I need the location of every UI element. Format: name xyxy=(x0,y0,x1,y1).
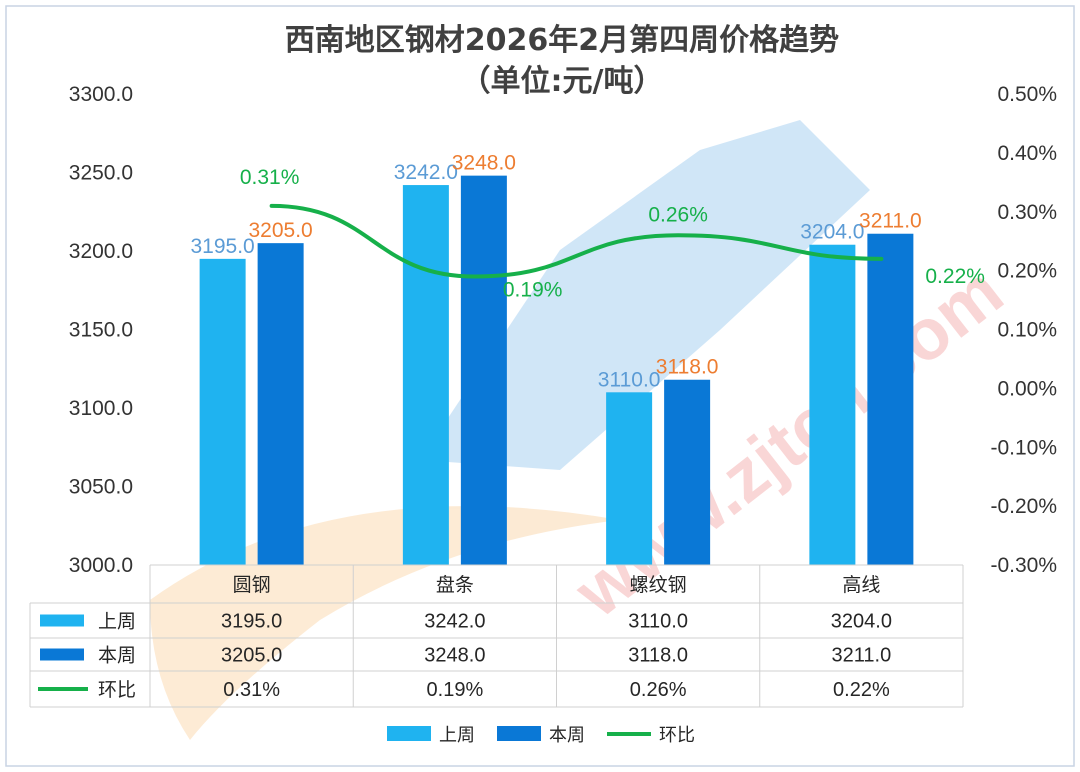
table-series-name: 上周 xyxy=(98,611,136,633)
legend-swatch xyxy=(387,726,431,741)
y-left-tick-label: 3000.0 xyxy=(69,554,133,577)
line-point-label: 0.31% xyxy=(240,166,300,189)
bar-label-prev-week: 3110.0 xyxy=(598,368,661,391)
y-axis-right: -0.30% -0.20% -0.10% 0.00% 0.10% 0.20% 0.30% 0.… xyxy=(990,83,1057,577)
table-cell: 3110.0 xyxy=(628,611,688,633)
table-category-label: 高线 xyxy=(842,574,880,596)
y-right-tick-label: -0.10% xyxy=(990,436,1057,459)
table-cell: 3204.0 xyxy=(831,611,892,633)
y-right-tick-label: 0.00% xyxy=(997,377,1057,400)
y-left-tick-label: 3300.0 xyxy=(69,83,133,106)
bar-label-prev-week: 3204.0 xyxy=(800,221,864,244)
bar-label-this-week: 3205.0 xyxy=(249,219,313,242)
y-right-tick-label: -0.20% xyxy=(990,495,1057,518)
line-point-label: 0.22% xyxy=(925,265,985,288)
y-right-tick-label: -0.30% xyxy=(990,554,1057,577)
line-ratio xyxy=(269,203,884,279)
bar-prev-week xyxy=(402,185,449,565)
legend-label: 本周 xyxy=(549,725,585,746)
table-category-label: 螺纹钢 xyxy=(630,574,687,596)
legend: 上周 本周 环比 xyxy=(387,725,695,746)
table-series-name: 环比 xyxy=(98,679,136,701)
y-right-tick-label: 0.30% xyxy=(997,201,1057,224)
table-cell: 3242.0 xyxy=(424,611,485,633)
table-series-swatch xyxy=(40,614,84,627)
legend-swatch xyxy=(497,726,541,741)
table-cell: 0.22% xyxy=(833,679,890,701)
line-point-label: 0.26% xyxy=(648,203,708,226)
bar-this-week xyxy=(867,233,914,566)
y-left-tick-label: 3050.0 xyxy=(69,476,133,499)
bar-prev-week xyxy=(606,392,653,565)
table-series-name: 本周 xyxy=(98,645,136,667)
table-cell: 3205.0 xyxy=(221,645,282,667)
chart-subtitle: （单位:元/吨） xyxy=(461,64,664,99)
bar-this-week xyxy=(257,243,304,565)
table-cell: 0.26% xyxy=(630,679,687,701)
y-right-tick-label: 0.40% xyxy=(997,142,1057,165)
legend-label: 环比 xyxy=(659,725,695,746)
y-right-tick-label: 0.20% xyxy=(997,260,1057,283)
chart-title: 西南地区钢材2026年2月第四周价格趋势 xyxy=(285,23,839,58)
bar-this-week xyxy=(460,175,507,565)
y-left-tick-label: 3100.0 xyxy=(69,397,133,420)
table-cell: 3211.0 xyxy=(832,645,892,667)
line-series: 0.31% 0.19% 0.26% 0.22% xyxy=(240,166,985,302)
table-category-label: 盘条 xyxy=(436,574,474,596)
table-cell: 0.31% xyxy=(223,679,280,701)
y-axis-left: 3000.0 3050.0 3100.0 3150.0 3200.0 3250.0 3300… xyxy=(69,83,133,577)
line-point-label: 0.19% xyxy=(503,279,563,302)
y-left-tick-label: 3150.0 xyxy=(69,319,133,342)
bar-this-week xyxy=(664,379,711,565)
bar-label-this-week: 3211.0 xyxy=(859,210,922,233)
bar-label-this-week: 3118.0 xyxy=(656,356,719,379)
y-left-tick-label: 3250.0 xyxy=(69,162,133,185)
table-cell: 3195.0 xyxy=(221,611,282,633)
bar-label-prev-week: 3195.0 xyxy=(191,235,255,258)
bar-label-prev-week: 3242.0 xyxy=(394,161,458,184)
bar-prev-week xyxy=(199,258,246,565)
table-cell: 3248.0 xyxy=(424,645,485,667)
table-cell: 3118.0 xyxy=(628,645,688,667)
table-series-swatch xyxy=(40,648,84,661)
y-right-tick-label: 0.10% xyxy=(997,319,1057,342)
bar-prev-week xyxy=(809,244,856,565)
bar-label-this-week: 3248.0 xyxy=(452,152,516,175)
legend-label: 上周 xyxy=(439,725,475,746)
table-cell: 0.19% xyxy=(427,679,484,701)
table-category-label: 圆钢 xyxy=(233,574,271,596)
y-right-tick-label: 0.50% xyxy=(997,83,1057,106)
y-left-tick-label: 3200.0 xyxy=(69,240,133,263)
